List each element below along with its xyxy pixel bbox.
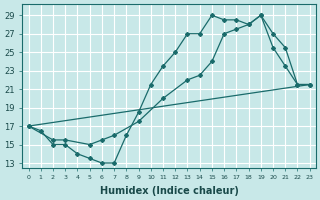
X-axis label: Humidex (Indice chaleur): Humidex (Indice chaleur) [100,186,239,196]
